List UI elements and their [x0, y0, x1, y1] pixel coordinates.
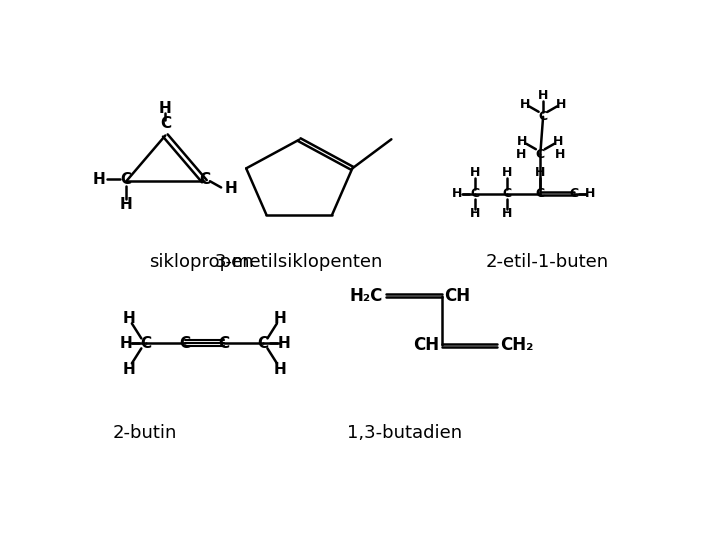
Text: H: H — [470, 207, 480, 220]
Text: H: H — [274, 311, 286, 326]
Text: H: H — [554, 148, 565, 161]
Text: H: H — [122, 362, 135, 377]
Text: H: H — [538, 90, 549, 103]
Text: H: H — [274, 362, 286, 377]
Text: CH₂: CH₂ — [500, 336, 534, 354]
Text: C: C — [160, 116, 171, 131]
Text: H: H — [553, 135, 563, 148]
Text: H: H — [516, 148, 526, 161]
Text: C: C — [470, 187, 480, 200]
Text: C: C — [258, 336, 269, 351]
Text: C: C — [503, 187, 511, 200]
Text: CH: CH — [444, 287, 470, 305]
Text: H: H — [556, 98, 566, 111]
Text: H: H — [502, 166, 512, 179]
Text: CH: CH — [413, 336, 438, 354]
Text: siklopropen: siklopropen — [148, 253, 253, 271]
Text: 2-butin: 2-butin — [112, 424, 176, 442]
Text: H: H — [520, 98, 531, 111]
Text: C: C — [536, 187, 545, 200]
Text: H: H — [470, 166, 480, 179]
Text: C: C — [199, 172, 210, 187]
Text: C: C — [218, 336, 230, 351]
Text: C: C — [570, 187, 578, 200]
Text: H₂C: H₂C — [350, 287, 383, 305]
Text: C: C — [121, 172, 132, 187]
Text: H: H — [93, 172, 106, 187]
Text: C: C — [536, 148, 545, 161]
Text: 1,3-butadien: 1,3-butadien — [347, 424, 462, 442]
Text: 2-etil-1-buten: 2-etil-1-buten — [486, 253, 609, 271]
Text: C: C — [140, 336, 151, 351]
Text: H: H — [502, 207, 512, 220]
Text: H: H — [278, 336, 291, 351]
Text: H: H — [122, 311, 135, 326]
Text: H: H — [120, 336, 132, 351]
Text: 3-metilsiklopenten: 3-metilsiklopenten — [215, 253, 384, 271]
Text: H: H — [120, 197, 132, 212]
Text: C: C — [539, 110, 548, 123]
Text: C: C — [179, 336, 190, 351]
Text: H: H — [585, 187, 595, 200]
Text: H: H — [517, 135, 528, 148]
Text: H: H — [535, 166, 546, 179]
Text: H: H — [225, 181, 238, 196]
Text: H: H — [452, 187, 462, 200]
Text: H: H — [159, 101, 171, 116]
